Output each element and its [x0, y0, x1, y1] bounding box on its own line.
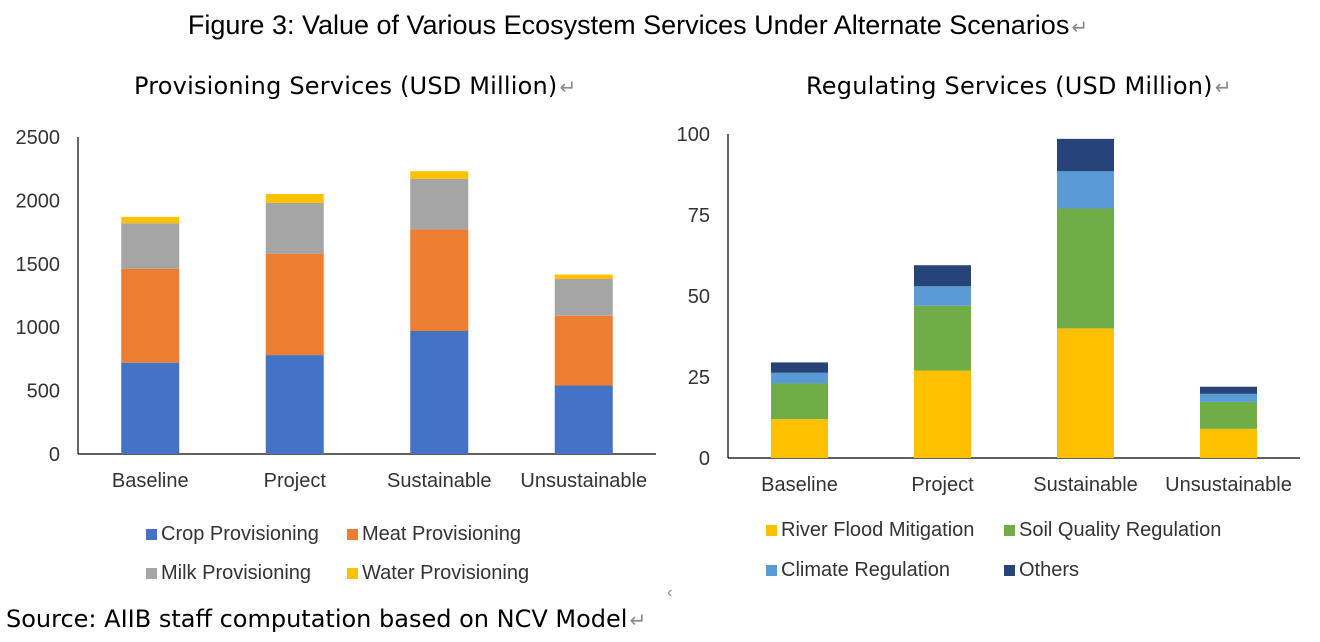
paragraph-mark: ↵	[629, 608, 647, 632]
paragraph-mark: ↵	[1071, 17, 1089, 39]
y-tick-label: 75	[688, 205, 710, 227]
legend-label-water-provisioning: Water Provisioning	[362, 562, 529, 584]
paragraph-mark: ↵	[1214, 75, 1232, 99]
bar-sustainable-water-provisioning	[410, 171, 469, 179]
y-tick-label: 500	[27, 381, 60, 403]
bar-project-others	[914, 265, 971, 287]
bar-unsustainable-crop-provisioning	[554, 385, 613, 454]
bar-unsustainable-meat-provisioning	[554, 315, 613, 386]
bar-unsustainable-milk-provisioning	[554, 279, 613, 316]
bar-baseline-meat-provisioning	[121, 268, 180, 363]
bar-project-meat-provisioning	[265, 253, 324, 356]
bar-baseline-climate-regulation	[771, 372, 828, 384]
figure-title: Figure 3: Value of Various Ecosystem Ser…	[187, 10, 1089, 40]
x-tick-label: Project	[264, 470, 327, 492]
y-tick-label: 25	[688, 367, 710, 389]
x-tick-label: Sustainable	[1033, 474, 1138, 496]
y-tick-label: 50	[688, 286, 710, 308]
bar-unsustainable-climate-regulation	[1200, 393, 1257, 402]
y-tick-label: 1500	[16, 254, 61, 276]
y-tick-label: 2500	[16, 127, 61, 149]
bar-baseline-water-provisioning	[121, 216, 180, 224]
legend-label-soil-quality-regulation: Soil Quality Regulation	[1019, 519, 1221, 541]
x-tick-label: Sustainable	[387, 470, 492, 492]
bar-baseline-river-flood-mitigation	[771, 419, 828, 458]
bar-unsustainable-river-flood-mitigation	[1200, 428, 1257, 458]
x-tick-label: Project	[911, 474, 974, 496]
legend-label-milk-provisioning: Milk Provisioning	[161, 562, 311, 584]
paragraph-mark: ↵	[559, 75, 577, 99]
y-tick-label: 1000	[16, 317, 61, 339]
bar-unsustainable-others	[1200, 386, 1257, 394]
bar-project-water-provisioning	[265, 194, 324, 203]
bar-sustainable-meat-provisioning	[410, 229, 469, 332]
bar-unsustainable-soil-quality-regulation	[1200, 401, 1257, 429]
legend-swatch-others	[1004, 565, 1015, 576]
legend-label-meat-provisioning: Meat Provisioning	[362, 523, 521, 545]
bar-project-crop-provisioning	[265, 355, 324, 454]
y-tick-label: 0	[49, 444, 60, 466]
chart-title-provisioning: Provisioning Services (USD Million) ↵	[134, 72, 577, 100]
legend-swatch-meat-provisioning	[347, 529, 358, 540]
legend-swatch-crop-provisioning	[146, 529, 157, 540]
source-note: Source: AIIB staff computation based on …	[6, 605, 647, 633]
bar-project-river-flood-mitigation	[914, 370, 971, 458]
legend-label-crop-provisioning: Crop Provisioning	[161, 523, 319, 545]
stray-mark: ‹	[667, 584, 673, 601]
legend-swatch-soil-quality-regulation	[1004, 525, 1015, 536]
bar-baseline-crop-provisioning	[121, 362, 180, 454]
legend-swatch-river-flood-mitigation	[766, 525, 777, 536]
x-tick-label: Unsustainable	[520, 470, 647, 492]
y-tick-label: 2000	[16, 190, 61, 212]
bar-unsustainable-water-provisioning	[554, 274, 613, 280]
legend-label-others: Others	[1019, 559, 1079, 581]
x-tick-label: Baseline	[112, 470, 189, 492]
bar-project-climate-regulation	[914, 286, 971, 306]
bar-project-soil-quality-regulation	[914, 305, 971, 371]
bar-sustainable-others	[1057, 138, 1114, 172]
y-tick-label: 100	[677, 124, 710, 146]
bar-sustainable-milk-provisioning	[410, 178, 469, 230]
bar-project-milk-provisioning	[265, 202, 324, 254]
legend-swatch-milk-provisioning	[146, 568, 157, 579]
bar-baseline-others	[771, 362, 828, 373]
legend-label-climate-regulation: Climate Regulation	[781, 559, 950, 581]
y-tick-label: 0	[699, 448, 710, 470]
bar-sustainable-soil-quality-regulation	[1057, 208, 1114, 329]
legend-swatch-climate-regulation	[766, 565, 777, 576]
legend-label-river-flood-mitigation: River Flood Mitigation	[781, 519, 974, 541]
x-tick-label: Baseline	[761, 474, 838, 496]
chart-title-regulating: Regulating Services (USD Million) ↵	[806, 72, 1232, 100]
x-tick-label: Unsustainable	[1165, 474, 1292, 496]
bar-sustainable-climate-regulation	[1057, 171, 1114, 209]
bar-sustainable-river-flood-mitigation	[1057, 328, 1114, 458]
legend-swatch-water-provisioning	[347, 568, 358, 579]
bar-baseline-milk-provisioning	[121, 223, 180, 269]
bar-sustainable-crop-provisioning	[410, 331, 469, 454]
bar-baseline-soil-quality-regulation	[771, 383, 828, 420]
